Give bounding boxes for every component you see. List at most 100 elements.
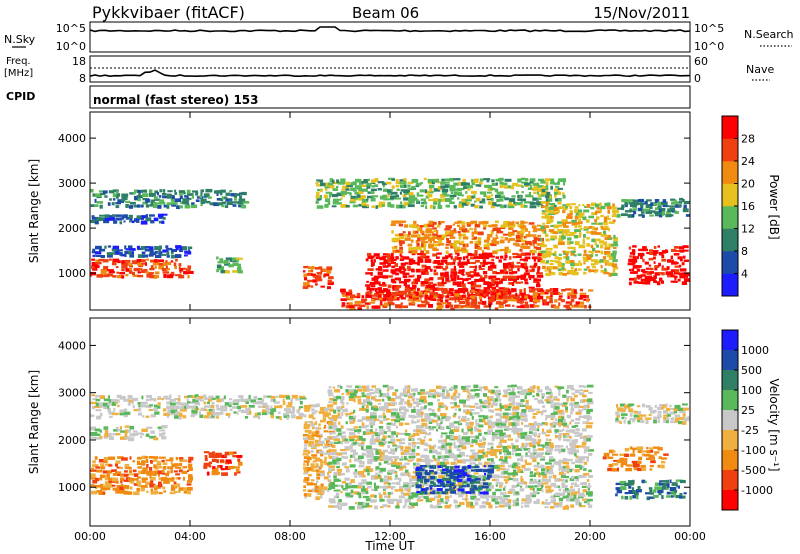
cell [403, 492, 411, 496]
cell [117, 429, 122, 432]
cell [461, 225, 466, 230]
cell [482, 252, 487, 257]
cell [224, 402, 230, 406]
cell [631, 460, 638, 464]
cell [373, 253, 380, 257]
cell [392, 392, 397, 396]
cell [361, 438, 366, 442]
cell [212, 412, 218, 416]
cell [529, 178, 536, 182]
cell [283, 412, 290, 416]
cell [354, 395, 362, 399]
cell [345, 414, 348, 417]
cell [502, 459, 508, 463]
cell [578, 474, 584, 479]
cell [488, 301, 493, 305]
cell [500, 456, 504, 459]
cell [677, 256, 683, 260]
cell [525, 240, 532, 245]
cell [617, 467, 619, 472]
cell [486, 451, 491, 455]
cell [499, 492, 505, 496]
cell [314, 421, 318, 425]
cell [402, 231, 406, 234]
cell [157, 205, 162, 209]
cell [90, 414, 95, 417]
cell [671, 210, 677, 213]
cell [469, 412, 473, 416]
cell [490, 425, 496, 428]
cell [454, 389, 458, 394]
cell [384, 402, 390, 407]
cell [495, 277, 501, 281]
cell [571, 222, 577, 226]
cell [466, 469, 471, 473]
cell [391, 237, 399, 242]
cell [570, 294, 577, 299]
cell [660, 280, 664, 284]
cell [315, 194, 319, 199]
cell [449, 438, 456, 441]
cell [373, 391, 379, 394]
cell [106, 273, 113, 277]
cell [390, 269, 396, 274]
cell [499, 451, 502, 455]
cell [520, 252, 526, 256]
cell [629, 277, 635, 281]
cell [515, 234, 522, 239]
cell [296, 409, 300, 414]
cell [586, 237, 590, 240]
cell [262, 402, 268, 407]
cell [570, 252, 575, 256]
cell [537, 465, 541, 469]
cell [504, 178, 512, 182]
cell [533, 288, 540, 291]
cell [307, 478, 310, 482]
cell [131, 251, 134, 254]
cell [440, 501, 447, 504]
cell [428, 418, 435, 422]
cell [649, 492, 654, 495]
cell [310, 463, 315, 468]
cell [132, 430, 138, 433]
cell [187, 486, 193, 491]
cell [429, 239, 432, 244]
cell [112, 275, 117, 278]
cell [569, 477, 575, 482]
cell [450, 402, 455, 405]
cell [606, 205, 612, 210]
cell [599, 209, 602, 213]
cell [371, 185, 375, 188]
cell [683, 249, 689, 252]
cell [130, 217, 133, 221]
cell [169, 479, 175, 482]
cell [429, 389, 436, 393]
cell [458, 259, 461, 263]
cell [323, 486, 328, 491]
freq-tick-bottom: 8 [79, 72, 86, 85]
cell [411, 269, 415, 273]
cell [318, 440, 325, 445]
cell [365, 491, 369, 494]
cell [95, 477, 100, 482]
cell [150, 414, 156, 418]
cell [521, 185, 524, 188]
cell [524, 278, 528, 282]
cell [483, 224, 488, 227]
cell [481, 249, 485, 253]
cell [574, 221, 580, 225]
cell [486, 487, 492, 492]
cell [354, 429, 361, 433]
cell [400, 297, 406, 300]
cell [644, 480, 647, 484]
cell [320, 463, 324, 467]
cell [441, 439, 446, 443]
cell [350, 449, 356, 453]
cell [469, 408, 475, 412]
cell [542, 409, 547, 413]
cell [474, 240, 482, 244]
cell [423, 442, 428, 446]
cell [162, 249, 169, 253]
cell [540, 238, 543, 242]
